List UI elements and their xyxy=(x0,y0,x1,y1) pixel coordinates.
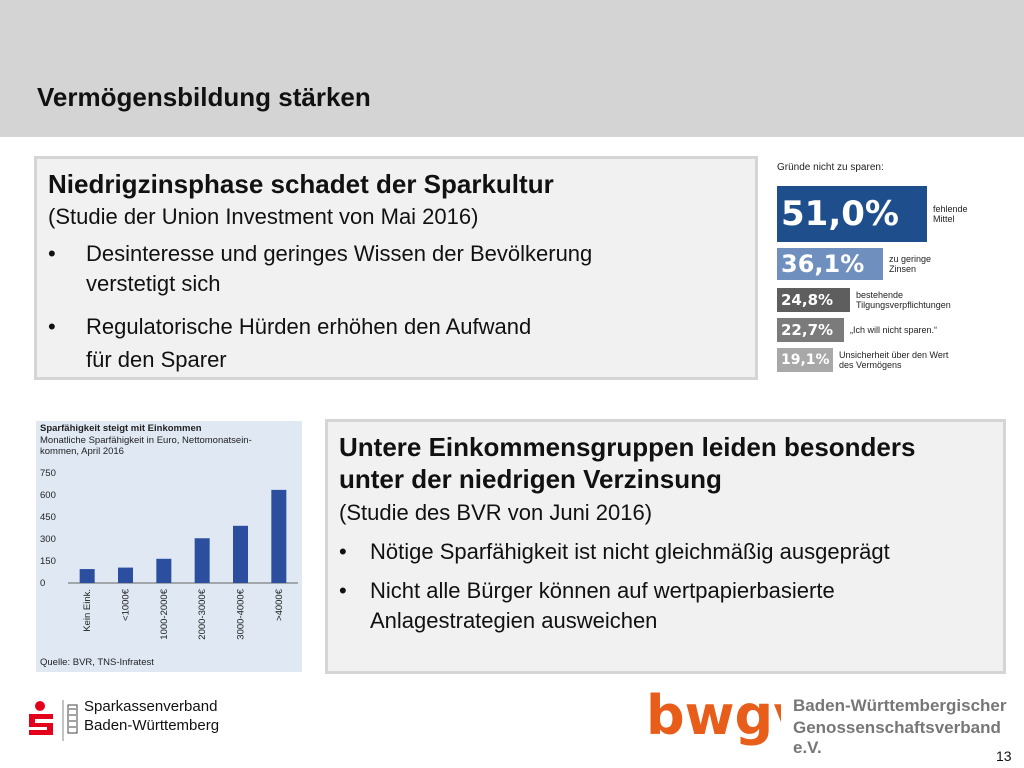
y-tick-label: 300 xyxy=(40,534,56,545)
box-subtitle: (Studie des BVR von Juni 2016) xyxy=(339,500,653,525)
bullet-symbol: • xyxy=(339,539,347,564)
bullet-symbol: • xyxy=(339,578,347,603)
box-title: Niedrigzinsphase schadet der Sparkultur xyxy=(48,169,554,199)
reasons-not-saving-chart: Gründe nicht zu sparen: 51,0% fehlende Mit… xyxy=(772,158,982,378)
reason-bar: 22,7% xyxy=(777,318,844,342)
bullet-line: für den Sparer xyxy=(86,347,227,372)
reason-bar: 51,0% xyxy=(777,186,927,242)
reason-label-line: zu geringe xyxy=(889,254,932,264)
bwgv-logo: bwgv xyxy=(646,690,781,746)
reason-label: „Ich will nicht sparen.“ xyxy=(850,325,937,335)
bar xyxy=(156,558,172,583)
bullet-line: Nötige Sparfähigkeit ist nicht gleichmäß… xyxy=(370,539,890,564)
page-number: 13 xyxy=(996,748,1012,764)
x-tick-label: 1000-2000€ xyxy=(159,588,170,639)
slide-header: Vermögensbildung stärken xyxy=(0,0,1024,137)
y-tick-label: 0 xyxy=(40,578,45,589)
sparkasse-logo-icon xyxy=(29,700,78,741)
y-tick-label: 600 xyxy=(40,490,56,501)
reason-label: bestehende Tilgungsverpflichtungen xyxy=(856,290,951,310)
bullet-line: Nicht alle Bürger können auf wertpapierb… xyxy=(370,578,835,603)
bullet-line: Desinteresse und geringes Wissen der Bev… xyxy=(86,241,593,266)
bullet-symbol: • xyxy=(48,241,56,266)
savings-capacity-chart: Sparfähigkeit steigt mit Einkommen Monat… xyxy=(36,421,302,672)
reason-label-line: Zinsen xyxy=(889,264,917,274)
bullet-item: • Desinteresse und geringes Wissen der B… xyxy=(48,239,738,299)
reason-label-line: fehlende xyxy=(933,204,968,214)
reason-label-line: Mittel xyxy=(933,214,955,224)
bullet-item: • Nicht alle Bürger können auf wertpapie… xyxy=(339,576,989,636)
bwgv-logo-text: bwgv xyxy=(646,690,781,746)
slide-title: Vermögensbildung stärken xyxy=(37,82,371,112)
chart-title: Gründe nicht zu sparen: xyxy=(777,162,884,173)
y-tick-label: 150 xyxy=(40,556,56,567)
reason-label-line: „Ich will nicht sparen.“ xyxy=(850,325,938,335)
bullet-line: verstetigt sich xyxy=(86,271,221,296)
bwgv-name-line: Genossenschaftsverband e.V. xyxy=(793,718,1001,757)
chart-subtitle-line: kommen, April 2016 xyxy=(40,446,124,457)
reason-label: fehlende Mittel xyxy=(933,204,968,224)
chart-title: Sparfähigkeit steigt mit Einkommen xyxy=(40,423,202,434)
reason-bar: 36,1% xyxy=(777,248,883,280)
bar xyxy=(79,569,95,583)
x-tick-label: 3000-4000€ xyxy=(236,588,247,639)
bar xyxy=(271,489,287,583)
sparkasse-name: Sparkassenverband xyxy=(84,698,218,715)
bar xyxy=(118,567,133,583)
bar xyxy=(233,525,248,583)
x-tick-label: Kein Eink. xyxy=(82,589,93,632)
chart-source: Quelle: BVR, TNS-Infratest xyxy=(40,657,154,668)
info-box-union-investment: Niedrigzinsphase schadet der Sparkultur … xyxy=(34,156,758,380)
reason-label: zu geringe Zinsen xyxy=(889,254,931,274)
bullet-line: Regulatorische Hürden erhöhen den Aufwan… xyxy=(86,314,532,339)
chart-subtitle-line: Monatliche Sparfähigkeit in Euro, Nettom… xyxy=(40,435,252,446)
reason-label: Unsicherheit über den Wert des Vermögens xyxy=(839,350,948,370)
sparkasse-region: Baden-Württemberg xyxy=(84,717,220,734)
box-title-line: unter der niedrigen Verzinsung xyxy=(339,464,722,494)
bullet-line: Anlagestrategien ausweichen xyxy=(370,608,658,633)
bar-chart-plot: 0 150 300 450 600 750 Kein Eink. <1000€ 1000-200… xyxy=(40,468,298,640)
reason-bar: 24,8% xyxy=(777,288,850,312)
y-tick-label: 750 xyxy=(40,468,56,479)
bullet-item: • Regulatorische Hürden erhöhen den Aufw… xyxy=(48,310,738,376)
bar xyxy=(194,538,210,583)
y-tick-label: 450 xyxy=(40,512,56,523)
reason-label-line: Unsicherheit über den Wert xyxy=(839,350,949,360)
bullet-symbol: • xyxy=(48,314,56,339)
box-title-line: Untere Einkommensgruppen leiden besonder… xyxy=(339,432,916,462)
x-tick-label: <1000€ xyxy=(121,588,132,621)
x-tick-label: >4000€ xyxy=(274,588,285,621)
x-tick-label: 2000-3000€ xyxy=(197,588,208,639)
box-subtitle: (Studie der Union Investment von Mai 201… xyxy=(48,204,479,229)
bwgv-name-line: Baden-Württembergischer xyxy=(793,696,1007,715)
reason-label-line: des Vermögens xyxy=(839,360,902,370)
reason-label-line: Tilgungsverpflichtungen xyxy=(856,300,951,310)
reason-label-line: bestehende xyxy=(856,290,904,300)
bullet-item: • Nötige Sparfähigkeit ist nicht gleichm… xyxy=(339,537,989,567)
reason-bar: 19,1% xyxy=(777,348,833,372)
info-box-bvr: Untere Einkommensgruppen leiden besonder… xyxy=(325,419,1006,674)
chart-subtitle: Monatliche Sparfähigkeit in Euro, Nettom… xyxy=(40,435,290,457)
